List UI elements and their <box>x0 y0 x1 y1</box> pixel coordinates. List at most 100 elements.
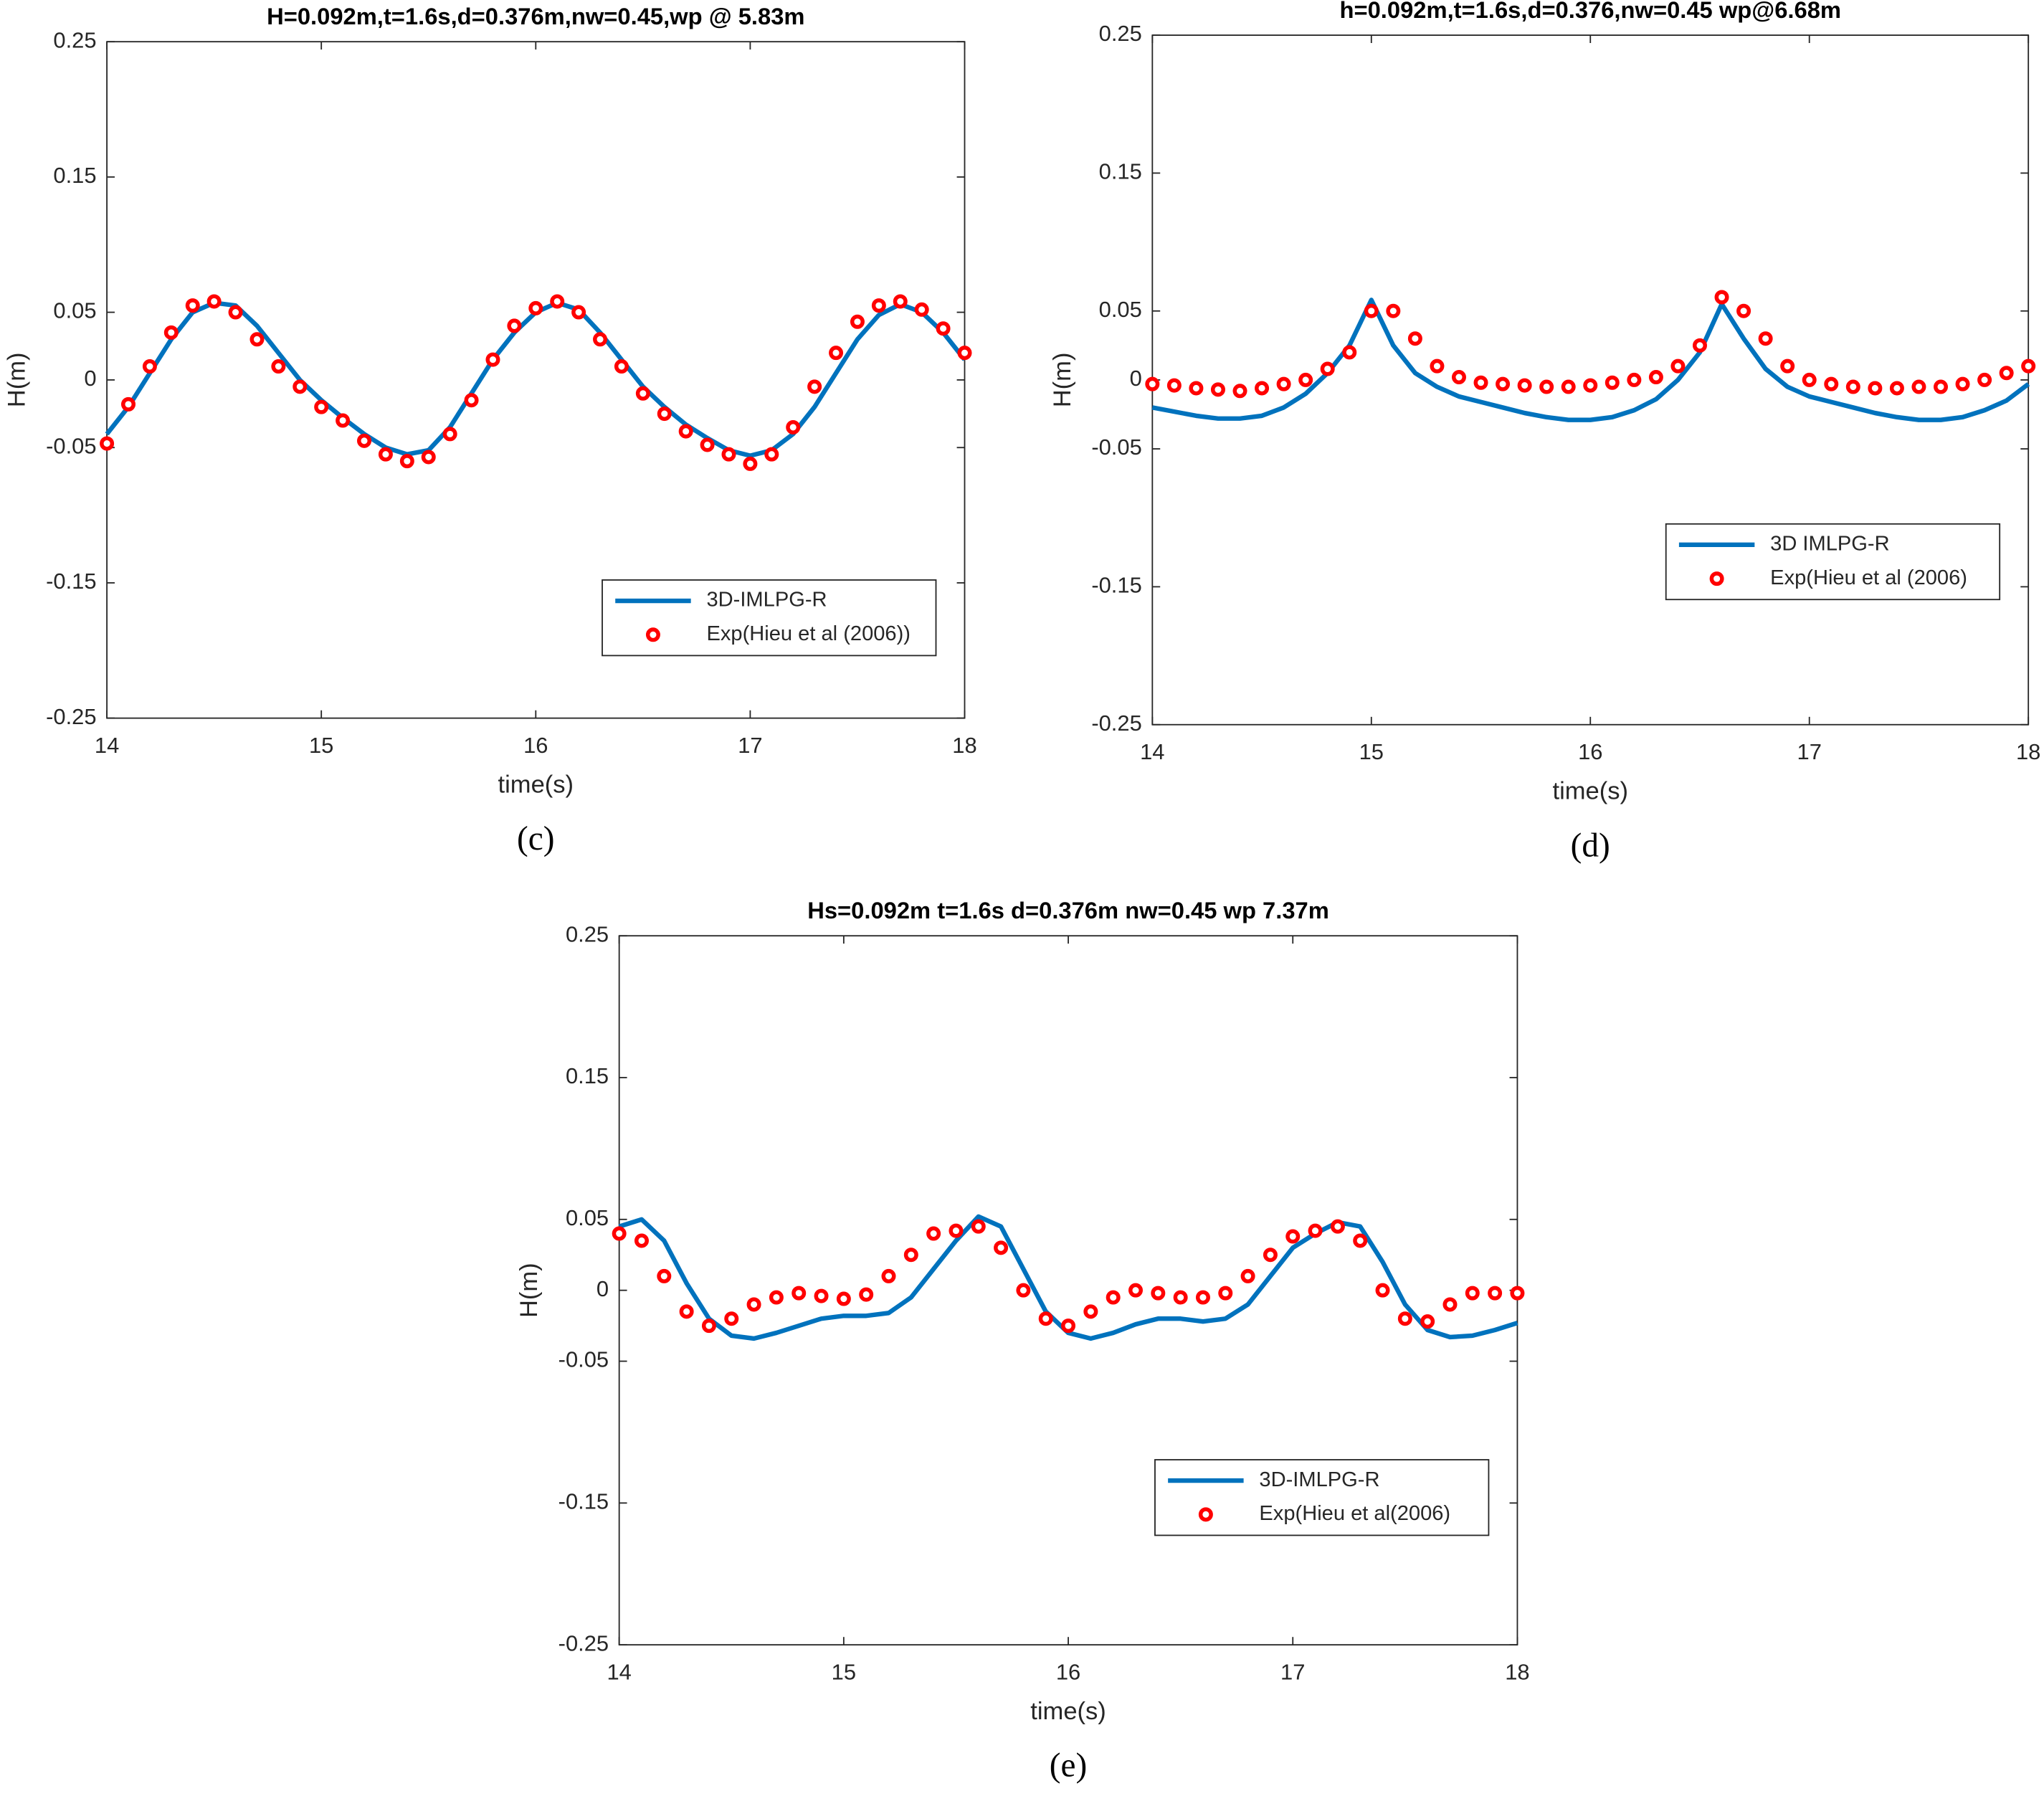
data-point <box>1442 1297 1458 1312</box>
data-point <box>1780 358 1795 374</box>
data-point <box>1802 372 1817 387</box>
data-point <box>1583 378 1598 393</box>
data-point <box>1627 372 1642 387</box>
data-point <box>1240 1268 1255 1283</box>
data-point <box>1263 1248 1278 1263</box>
data-point <box>485 352 500 367</box>
x-axis-label: time(s) <box>1030 1698 1106 1725</box>
data-point <box>1407 331 1422 346</box>
data-point <box>786 419 801 434</box>
x-tick-label: 18 <box>952 733 976 758</box>
data-point <box>163 325 179 340</box>
data-point <box>1397 1311 1412 1326</box>
data-point <box>836 1291 851 1306</box>
data-point <box>314 399 329 414</box>
y-tick-label: -0.25 <box>558 1630 609 1655</box>
y-axis-label: H(m) <box>515 1263 543 1318</box>
data-point <box>700 437 715 452</box>
data-point <box>1016 1283 1031 1298</box>
data-point <box>792 1286 807 1301</box>
data-point <box>550 294 565 309</box>
data-point <box>571 305 586 320</box>
data-point <box>1911 379 1926 394</box>
data-point <box>1298 372 1313 387</box>
data-point <box>1308 1223 1323 1238</box>
data-point <box>657 407 672 422</box>
data-point <box>442 427 457 442</box>
panel-label: (e) <box>1050 1747 1087 1785</box>
data-point <box>1845 379 1860 394</box>
x-tick-label: 14 <box>607 1659 631 1684</box>
data-point <box>1933 379 1948 394</box>
data-point <box>1276 376 1291 391</box>
chart-title: H=0.092m,t=1.6s,d=0.376m,nw=0.45,wp @ 5.… <box>267 3 804 29</box>
data-point <box>528 300 543 315</box>
data-point <box>1999 366 2014 381</box>
y-axis-label: H(m) <box>1049 353 1076 408</box>
y-tick-label: 0 <box>84 366 96 391</box>
data-point <box>1364 303 1379 318</box>
data-point <box>1561 379 1576 394</box>
data-point <box>1386 303 1401 318</box>
legend-label: Exp(Hieu et al (2006)) <box>706 622 910 645</box>
y-tick-label: 0.15 <box>566 1063 609 1088</box>
panel-label: (c) <box>517 820 554 857</box>
x-tick-label: 16 <box>523 733 548 758</box>
data-point <box>1714 290 1729 305</box>
y-tick-label: 0.05 <box>566 1205 609 1230</box>
legend-label: 3D IMLPG-R <box>1770 533 1889 556</box>
data-point <box>871 298 886 313</box>
data-point <box>1736 303 1751 318</box>
y-tick-label: 0 <box>1130 366 1142 391</box>
y-tick-label: 0.15 <box>53 163 96 188</box>
data-point <box>829 346 844 361</box>
data-point <box>635 386 650 401</box>
y-tick-label: -0.15 <box>1091 573 1141 598</box>
y-tick-label: 0.05 <box>53 298 96 323</box>
data-point <box>378 447 393 462</box>
data-point <box>614 359 629 374</box>
x-tick-label: 17 <box>1797 739 1822 764</box>
data-point <box>994 1240 1009 1255</box>
data-point <box>1648 370 1663 385</box>
data-point <box>1285 1229 1301 1244</box>
data-point <box>399 454 414 469</box>
data-point <box>1218 1286 1233 1301</box>
x-tick-label: 14 <box>1140 739 1164 764</box>
legend-swatch <box>1709 571 1724 586</box>
data-point <box>893 294 908 309</box>
x-axis-label: time(s) <box>498 771 574 798</box>
data-point <box>743 456 758 471</box>
data-point <box>142 359 157 374</box>
data-point <box>1955 376 1970 391</box>
data-point <box>1430 358 1445 374</box>
data-point <box>1420 1314 1435 1329</box>
data-point <box>769 1290 784 1305</box>
x-tick-label: 17 <box>738 733 762 758</box>
panel-label: (d) <box>1571 827 1610 864</box>
chart-title: h=0.092m,t=1.6s,d=0.376,nw=0.45 wp@6.68m <box>1340 0 1841 23</box>
data-point <box>1320 361 1335 376</box>
data-point <box>936 321 951 336</box>
data-point <box>903 1248 918 1263</box>
data-point <box>185 298 200 313</box>
y-axis-label: H(m) <box>4 353 31 408</box>
data-point <box>1510 1286 1525 1301</box>
y-tick-label: -0.05 <box>46 433 96 458</box>
y-tick-label: -0.15 <box>558 1489 609 1514</box>
data-point <box>1670 358 1686 374</box>
data-point <box>914 302 929 317</box>
y-tick-label: -0.25 <box>1091 711 1141 736</box>
data-point <box>949 1223 964 1238</box>
data-point <box>1824 376 1839 391</box>
legend-box <box>1665 523 2001 601</box>
data-point <box>634 1233 649 1248</box>
data-point <box>926 1226 941 1241</box>
data-point <box>1189 381 1204 396</box>
data-point <box>1210 382 1225 397</box>
y-tick-label: -0.15 <box>46 569 96 594</box>
chart-title: Hs=0.092m t=1.6s d=0.376m nw=0.45 wp 7.3… <box>807 897 1329 923</box>
legend-swatch <box>645 627 660 642</box>
data-point <box>1038 1311 1053 1326</box>
data-point <box>100 436 115 451</box>
